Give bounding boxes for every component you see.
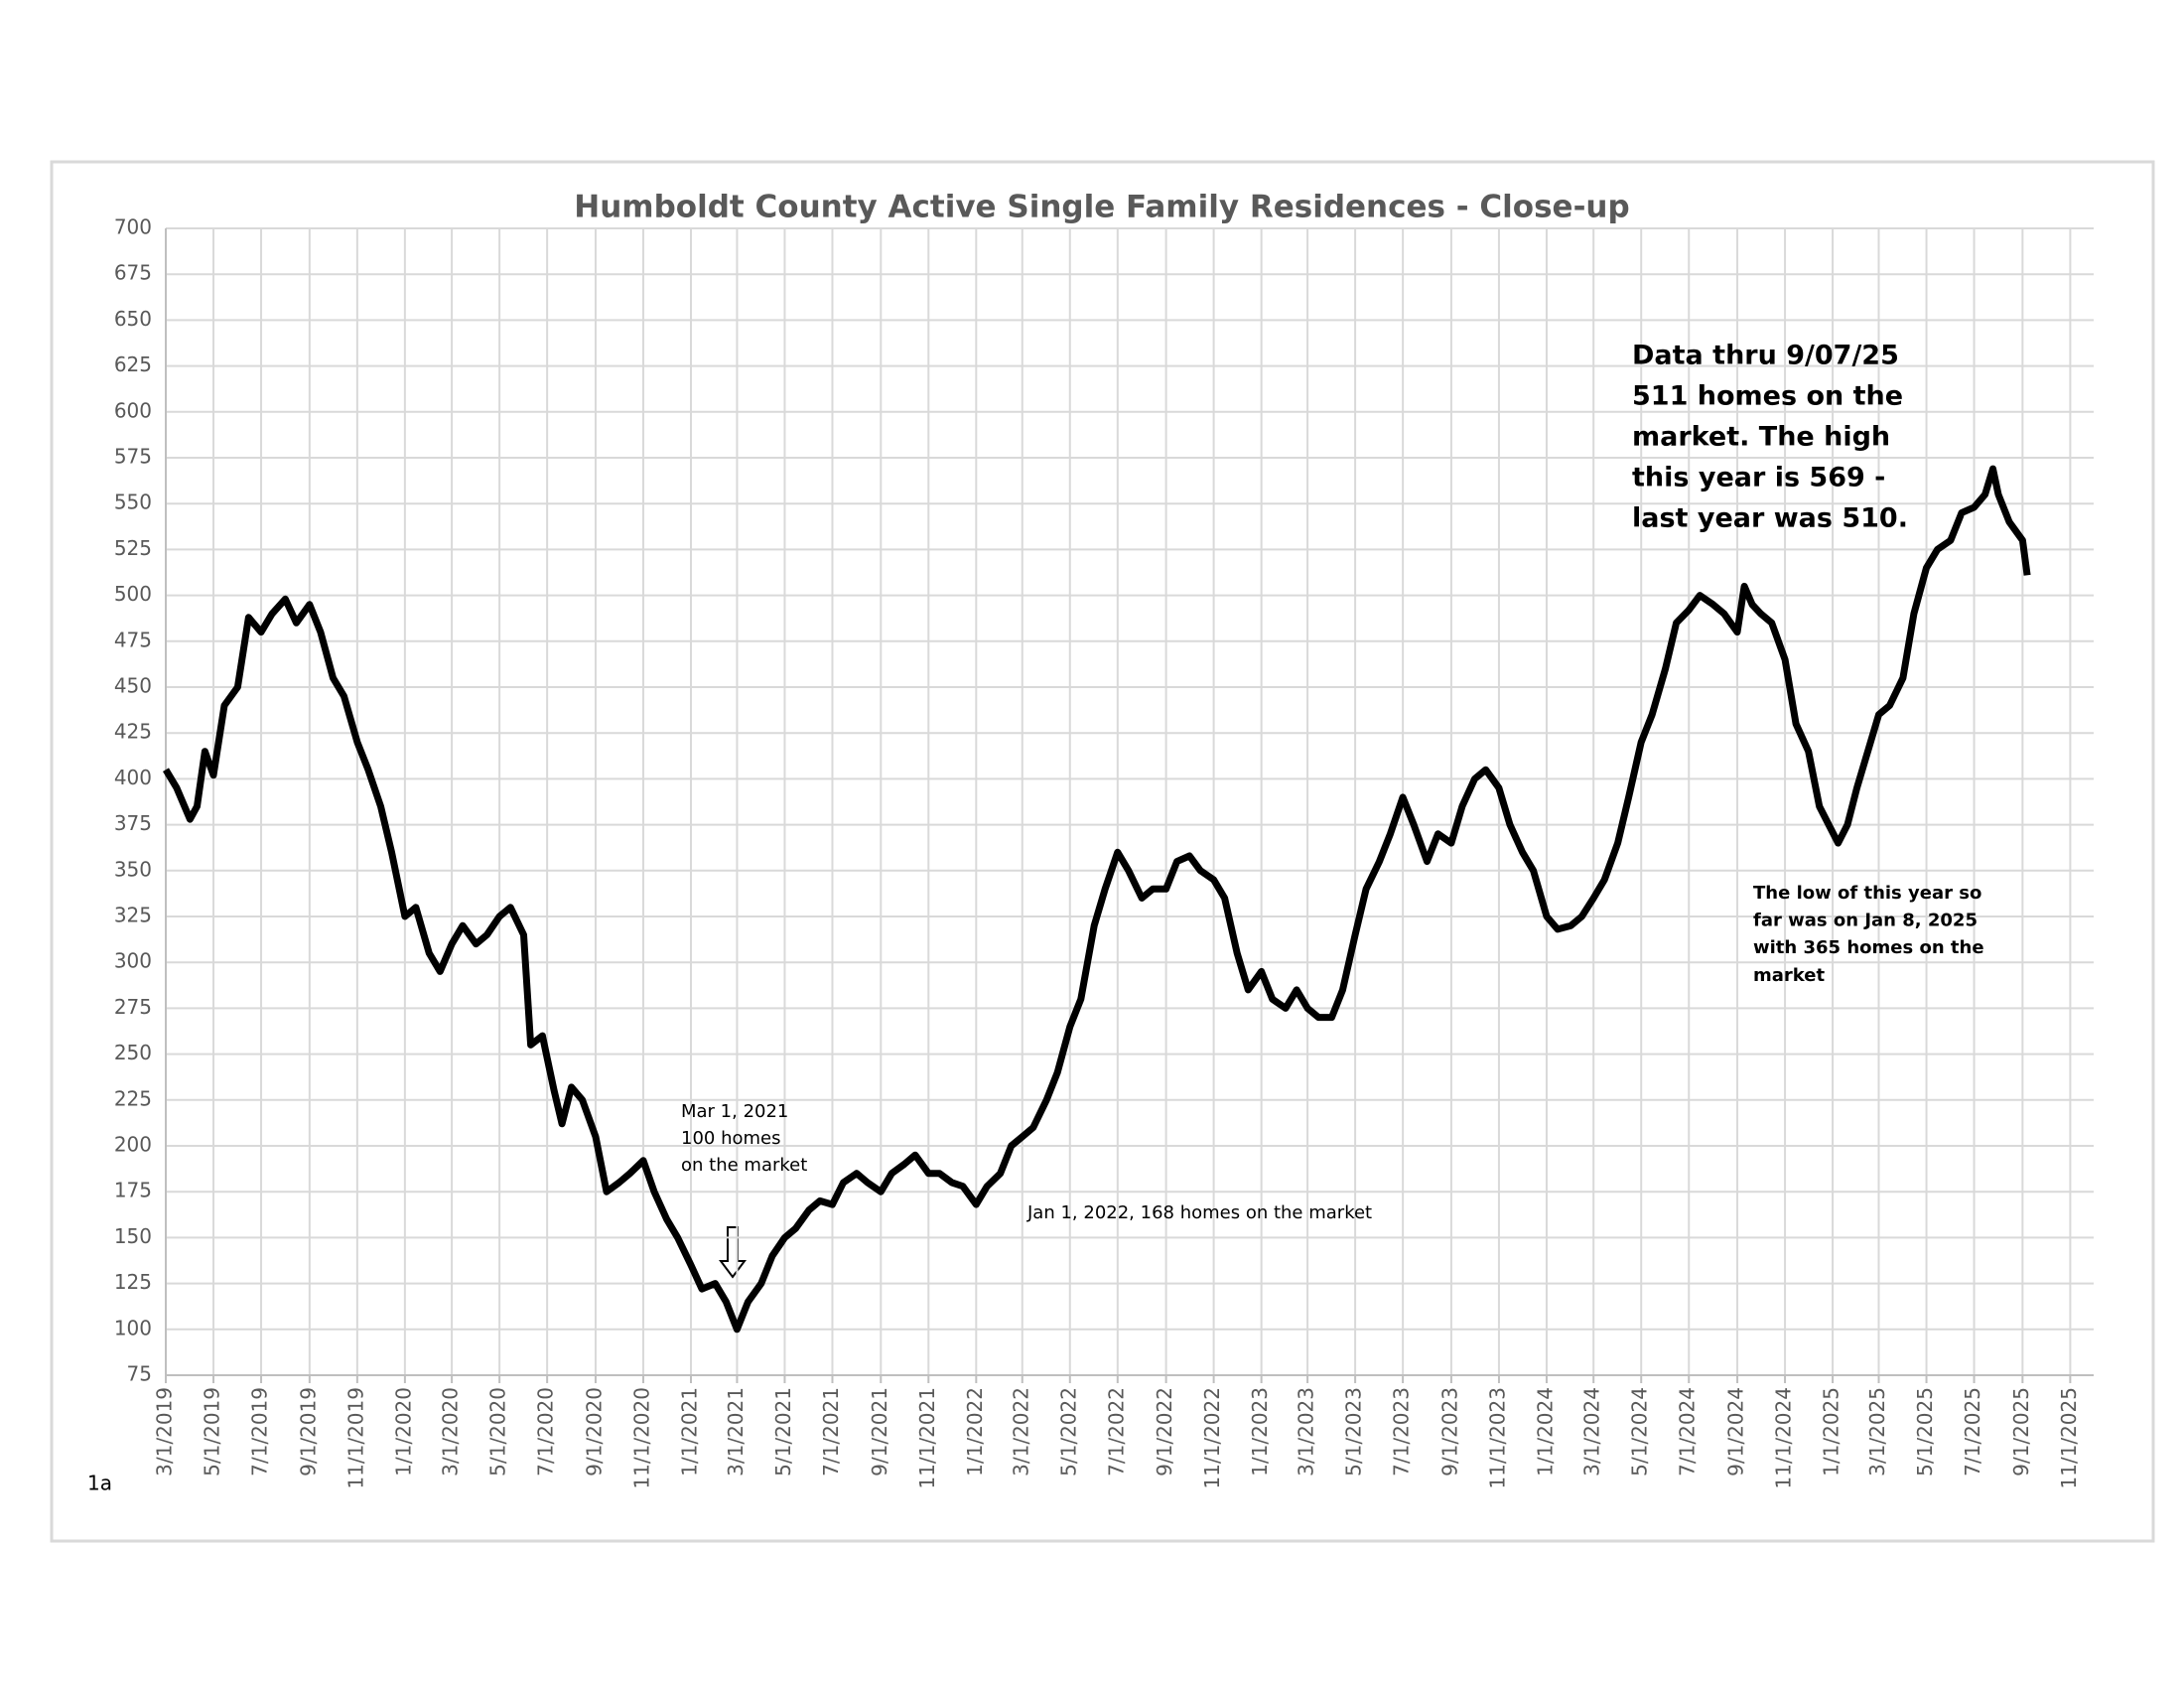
annotation: Jan 1, 2022, 168 homes on the market <box>1026 1202 1372 1223</box>
x-tick-label: 9/1/2025 <box>2009 1387 2033 1477</box>
y-tick-label: 450 <box>114 674 152 698</box>
x-tick-label: 11/1/2021 <box>915 1387 939 1489</box>
x-tick-label: 11/1/2025 <box>2057 1387 2081 1489</box>
grid <box>165 227 2094 1376</box>
x-tick-label: 3/1/2025 <box>1865 1387 1889 1477</box>
y-tick-label: 375 <box>114 811 152 835</box>
y-tick-label: 100 <box>114 1316 152 1339</box>
x-tick-label: 1/1/2025 <box>1820 1387 1843 1477</box>
y-tick-label: 225 <box>114 1086 152 1110</box>
annotation: 511 homes on the <box>1632 381 1903 412</box>
y-tick-label: 175 <box>114 1179 152 1202</box>
y-tick-label: 650 <box>114 307 152 331</box>
annotation: with 365 homes on the <box>1753 937 1984 958</box>
x-tick-label: 11/1/2023 <box>1485 1387 1509 1489</box>
x-tick-label: 3/1/2023 <box>1295 1387 1318 1477</box>
x-tick-label: 7/1/2025 <box>1961 1387 1984 1477</box>
x-tick-label: 7/1/2019 <box>248 1387 272 1477</box>
y-tick-label: 675 <box>114 261 152 285</box>
y-tick-label: 625 <box>114 352 152 376</box>
x-tick-label: 5/1/2020 <box>486 1387 510 1477</box>
x-tick-label: 7/1/2020 <box>534 1387 558 1477</box>
annotation: far was on Jan 8, 2025 <box>1753 911 1978 931</box>
x-tick-label: 3/1/2021 <box>724 1387 748 1477</box>
x-tick-label: 1/1/2023 <box>1248 1387 1272 1477</box>
annotation: this year is 569 - <box>1632 463 1885 493</box>
y-tick-label: 250 <box>114 1041 152 1064</box>
x-tick-label: 1/1/2021 <box>677 1387 701 1477</box>
annotation: The low of this year so <box>1753 883 1981 904</box>
footnote: 1a <box>87 1472 112 1495</box>
x-tick-label: 9/1/2023 <box>1437 1387 1461 1477</box>
y-tick-label: 425 <box>114 720 152 744</box>
x-tick-label: 11/1/2024 <box>1772 1387 1796 1489</box>
x-tick-label: 1/1/2020 <box>391 1387 415 1477</box>
annotation: market. The high <box>1632 422 1890 453</box>
x-tick-label: 9/1/2019 <box>296 1387 320 1477</box>
x-tick-label: 7/1/2022 <box>1104 1387 1128 1477</box>
chart-frame <box>50 160 2155 1543</box>
x-tick-label: 11/1/2019 <box>343 1387 367 1489</box>
x-tick-label: 3/1/2022 <box>1009 1387 1032 1477</box>
annotation: Data thru 9/07/25 <box>1632 341 1899 371</box>
x-tick-label: 3/1/2020 <box>439 1387 463 1477</box>
x-tick-label: 5/1/2023 <box>1342 1387 1366 1477</box>
x-tick-label: 5/1/2021 <box>771 1387 795 1477</box>
y-tick-label: 200 <box>114 1133 152 1157</box>
y-tick-label: 575 <box>114 445 152 469</box>
x-tick-label: 5/1/2019 <box>201 1387 224 1477</box>
y-tick-label: 525 <box>114 536 152 560</box>
y-tick-label: 600 <box>114 398 152 422</box>
y-tick-label: 400 <box>114 766 152 789</box>
y-tick-label: 75 <box>127 1362 152 1386</box>
annotation: 100 homes <box>681 1128 781 1149</box>
y-tick-label: 275 <box>114 995 152 1019</box>
x-tick-label: 9/1/2021 <box>868 1387 891 1477</box>
annotation: last year was 510. <box>1632 503 1908 534</box>
data-line <box>162 465 2031 1334</box>
annotation: Mar 1, 2021 <box>681 1101 788 1122</box>
y-tick-label: 300 <box>114 949 152 973</box>
y-tick-label: 475 <box>114 628 152 651</box>
y-tick-label: 125 <box>114 1270 152 1294</box>
x-tick-label: 1/1/2022 <box>963 1387 987 1477</box>
annotation: on the market <box>681 1155 807 1176</box>
chart-title: Humboldt County Active Single Family Res… <box>574 190 1629 225</box>
x-tick-label: 3/1/2019 <box>153 1387 177 1477</box>
y-tick-label: 350 <box>114 857 152 881</box>
x-tick-label: 3/1/2024 <box>1580 1387 1604 1477</box>
x-tick-label: 7/1/2023 <box>1390 1387 1414 1477</box>
x-tick-label: 11/1/2022 <box>1200 1387 1224 1489</box>
x-tick-label: 9/1/2020 <box>582 1387 606 1477</box>
x-tick-label: 7/1/2021 <box>819 1387 843 1477</box>
x-tick-label: 5/1/2024 <box>1628 1387 1652 1477</box>
x-tick-label: 9/1/2024 <box>1724 1387 1748 1477</box>
y-tick-label: 150 <box>114 1224 152 1248</box>
y-tick-label: 700 <box>114 215 152 239</box>
x-tick-label: 7/1/2024 <box>1676 1387 1700 1477</box>
x-tick-label: 11/1/2020 <box>629 1387 653 1489</box>
y-tick-label: 500 <box>114 582 152 606</box>
y-tick-label: 325 <box>114 904 152 927</box>
y-tick-label: 550 <box>114 491 152 514</box>
x-tick-label: 5/1/2022 <box>1056 1387 1080 1477</box>
annotation: market <box>1753 965 1825 986</box>
x-tick-label: 1/1/2024 <box>1533 1387 1557 1477</box>
x-tick-label: 9/1/2022 <box>1153 1387 1176 1477</box>
x-tick-label: 5/1/2025 <box>1913 1387 1937 1477</box>
